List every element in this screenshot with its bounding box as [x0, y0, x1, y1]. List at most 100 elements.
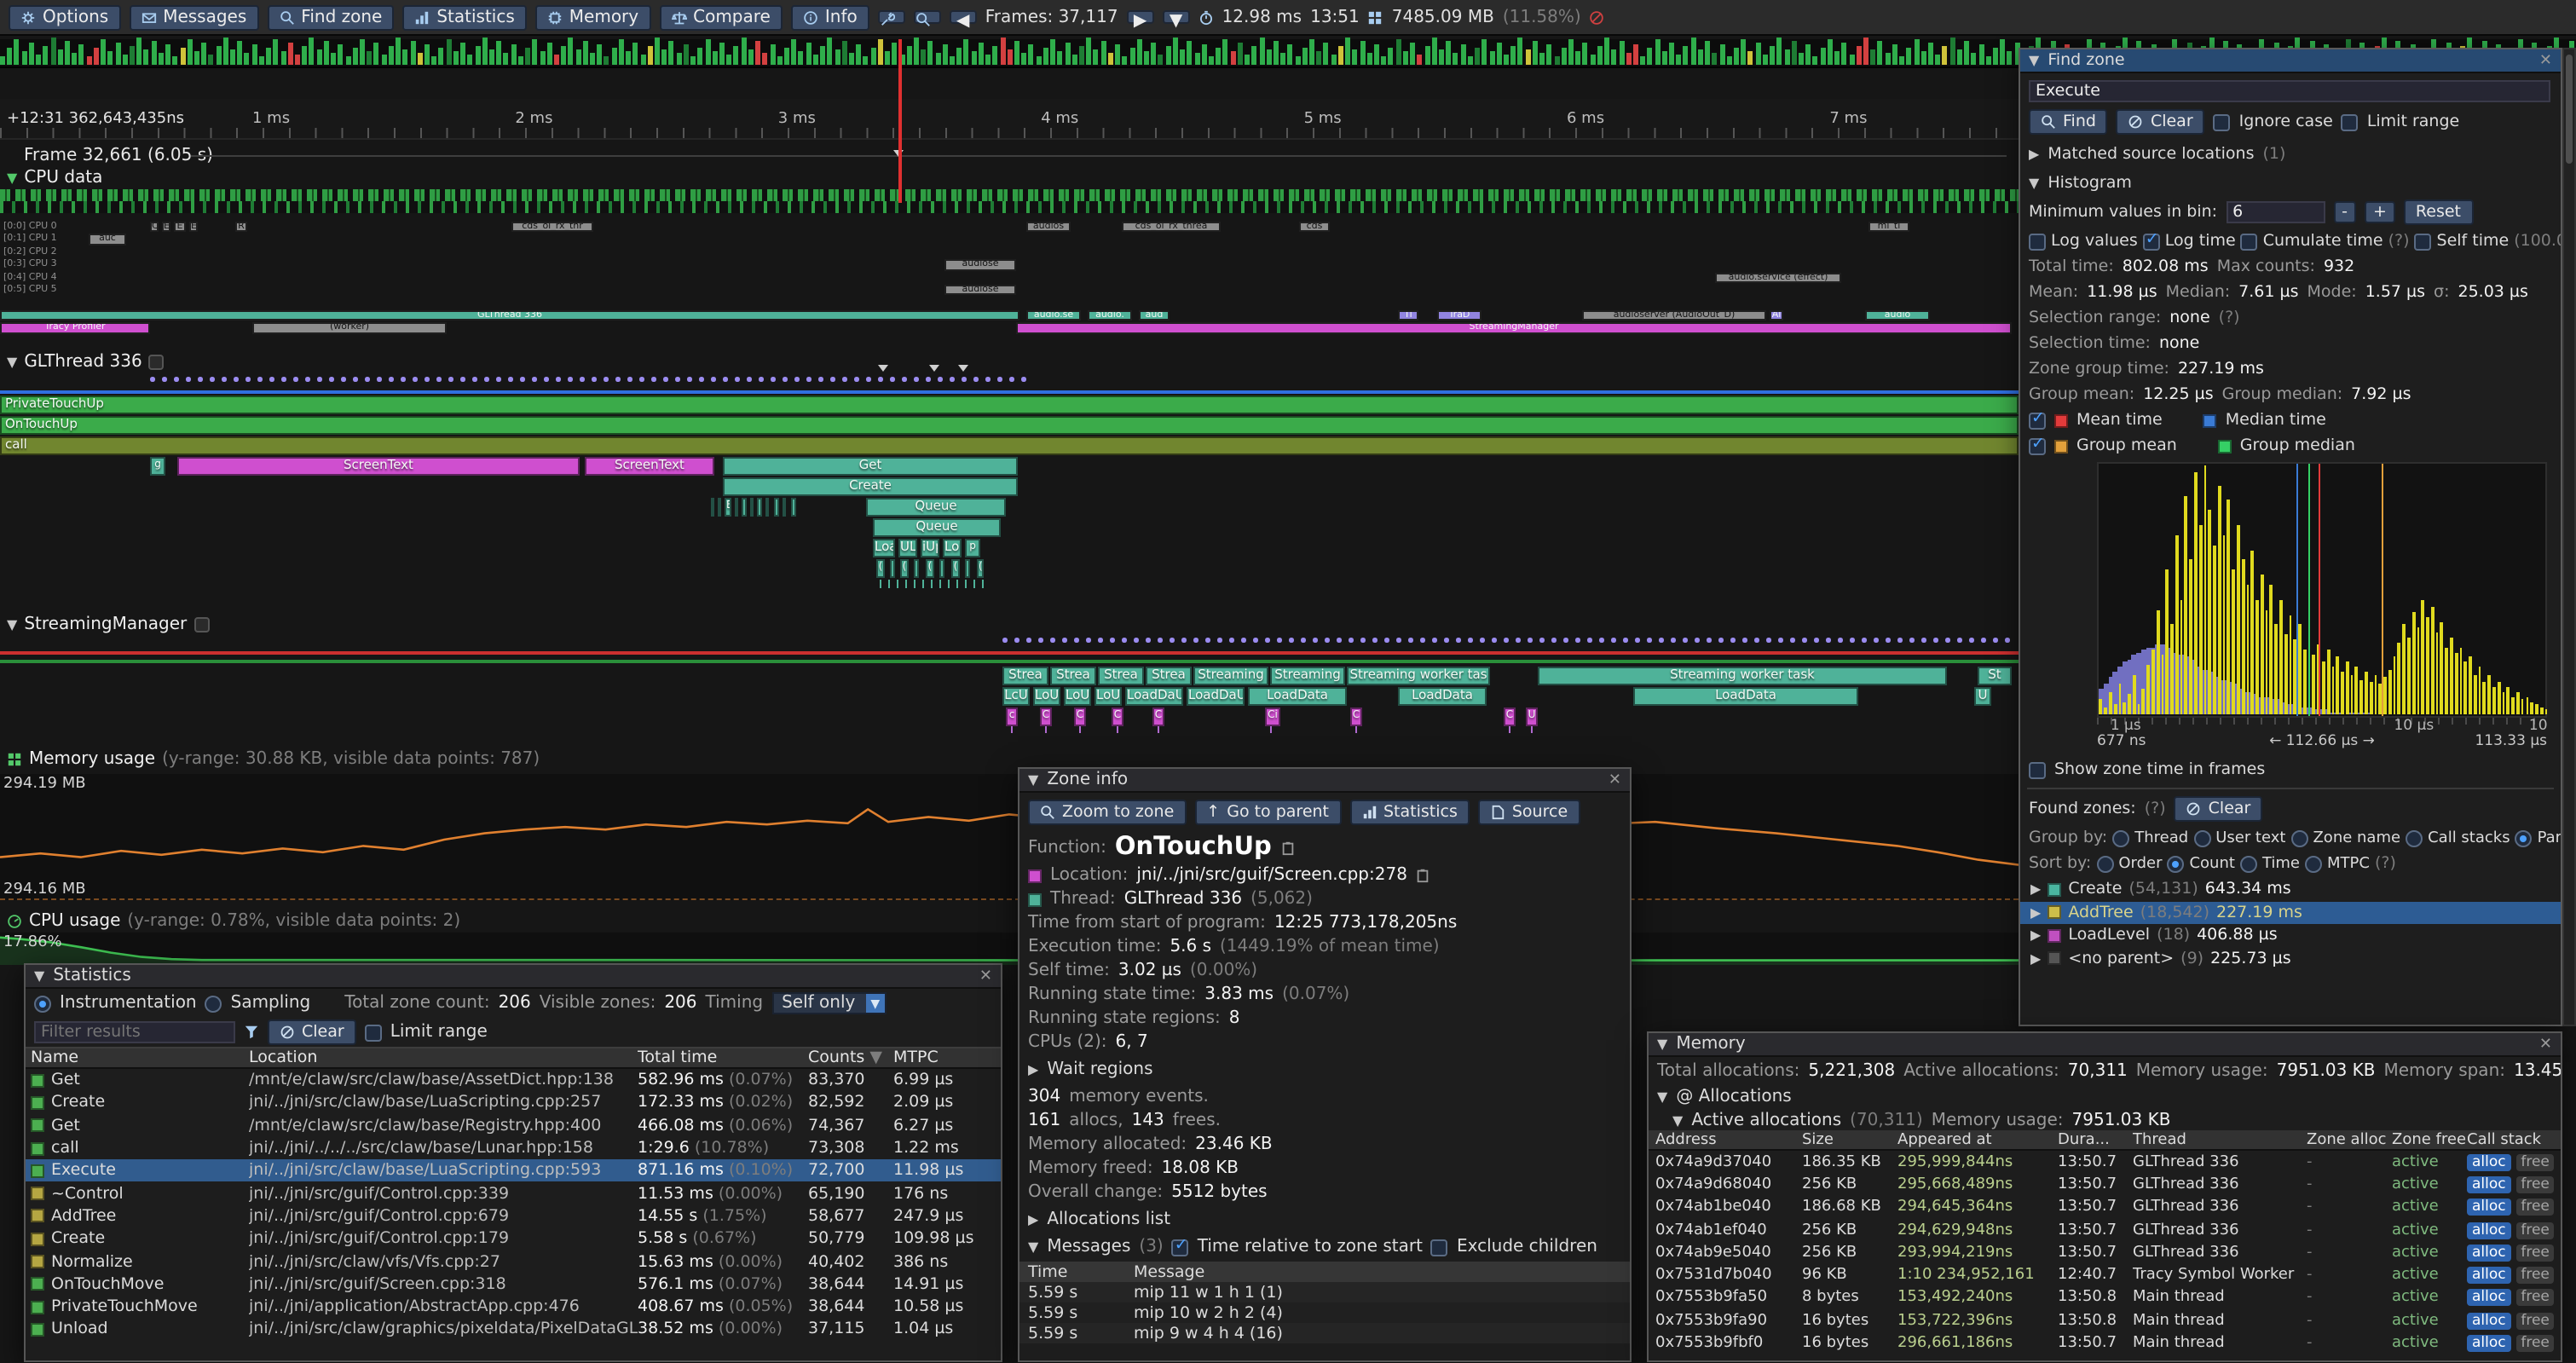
message-dot[interactable]	[1289, 638, 1294, 643]
frame-bar[interactable]	[978, 43, 984, 65]
message-dot[interactable]	[878, 377, 883, 382]
message-dot[interactable]	[329, 377, 334, 382]
message-dot[interactable]	[926, 377, 931, 382]
timeline-zone[interactable]	[774, 498, 779, 516]
frame-bar[interactable]	[1741, 39, 1747, 65]
message-dot[interactable]	[1897, 638, 1903, 643]
message-dot[interactable]	[1384, 638, 1389, 643]
frame-bar[interactable]	[1503, 55, 1509, 65]
frame-label[interactable]: Frame 32,661 (6.05 s)	[24, 147, 213, 165]
matched-locations-label[interactable]: Matched source locations	[2048, 145, 2255, 164]
timeline-zone[interactable]: p	[965, 539, 980, 557]
stats-table-row[interactable]: AddTree jni/../jni/src/guif/Control.cpp:6…	[26, 1205, 1001, 1228]
message-dot[interactable]	[1349, 638, 1354, 643]
frame-bar[interactable]	[1762, 55, 1768, 65]
alloc-thread[interactable]: Tracy Symbol Worker	[2133, 1267, 2295, 1285]
frame-bar[interactable]	[1000, 38, 1006, 65]
message-dot[interactable]	[1945, 638, 1950, 643]
frame-bar[interactable]	[1971, 53, 1977, 65]
frame-bar[interactable]	[798, 51, 804, 65]
cpu-zone[interactable]: audiose	[944, 259, 1016, 271]
histogram-bar[interactable]	[2454, 652, 2458, 714]
cpu-zone[interactable]: E	[162, 222, 170, 233]
group-by-option-zone-name[interactable]	[2290, 829, 2308, 846]
frame-bar[interactable]	[1539, 53, 1545, 65]
sampling-radio[interactable]	[205, 995, 222, 1012]
close-icon[interactable]: ✕	[2538, 52, 2552, 69]
timeline-zone[interactable]: LcU	[1002, 687, 1030, 705]
info-button[interactable]: Info	[790, 4, 869, 30]
cpu-zone[interactable]: cds_ol_rx_thr	[511, 222, 593, 233]
collapse-icon[interactable]: ▼	[34, 968, 45, 984]
memory-table-row[interactable]: 0x74a9d37040 186.35 KB 295,999,844ns 13:50.…	[1649, 1151, 2561, 1174]
frame-bar[interactable]	[1251, 46, 1257, 65]
frame-bar[interactable]	[1331, 55, 1337, 65]
col-counts[interactable]: Counts ▼	[808, 1048, 883, 1067]
frame-bar[interactable]	[208, 55, 214, 65]
histogram-bar[interactable]	[2341, 672, 2344, 714]
stats-table-row[interactable]: Execute jni/../jni/src/claw/base/LuaScrip…	[26, 1159, 1001, 1182]
chevron-down-icon[interactable]: ▼	[2029, 176, 2040, 191]
frame-bar[interactable]	[122, 55, 128, 65]
histogram-bar[interactable]	[2232, 569, 2235, 714]
timeline-zone[interactable]: g	[150, 457, 165, 475]
frame-bar[interactable]	[927, 41, 933, 65]
frame-bar[interactable]	[741, 38, 747, 65]
min-bin-decrease-button[interactable]: -	[2333, 201, 2356, 223]
message-dot[interactable]	[1480, 638, 1485, 643]
message-dot[interactable]	[1671, 638, 1676, 643]
histogram-bar[interactable]	[2345, 661, 2349, 714]
histogram-bar[interactable]	[2265, 609, 2268, 714]
frame-bar[interactable]	[1690, 38, 1696, 65]
histogram-bar[interactable]	[2359, 679, 2363, 714]
frame-bar[interactable]	[1453, 53, 1458, 65]
message-dot[interactable]	[269, 377, 274, 382]
frame-bar[interactable]	[1093, 49, 1099, 65]
frame-bar[interactable]	[136, 38, 142, 65]
frame-bar[interactable]	[1446, 41, 1452, 65]
message-dot[interactable]	[1981, 638, 1986, 643]
alloc-callstack-button[interactable]: alloc	[2467, 1153, 2511, 1171]
message-dot[interactable]	[341, 377, 346, 382]
message-dot[interactable]	[1021, 377, 1026, 382]
histogram-bar[interactable]	[2492, 686, 2496, 714]
frame-bar[interactable]	[1820, 48, 1826, 65]
message-dot[interactable]	[1014, 638, 1019, 643]
frame-bar[interactable]	[201, 43, 207, 65]
frame-bar[interactable]	[1510, 46, 1516, 65]
limit-range-checkbox[interactable]	[364, 1024, 382, 1041]
frame-bar[interactable]	[193, 51, 199, 65]
frame-bar[interactable]	[1122, 56, 1128, 65]
timeline-zone[interactable]: St	[1978, 667, 2012, 684]
timeline-zone[interactable]: Strea	[1098, 667, 1144, 684]
messages-button[interactable]: Messages	[129, 4, 259, 30]
collapse-icon[interactable]: ▼	[1657, 1037, 1668, 1052]
frame-bar[interactable]	[856, 44, 862, 65]
frame-bar[interactable]	[50, 38, 56, 65]
stats-table-header[interactable]: Name Location Total time Counts ▼ MTPC	[26, 1047, 1001, 1069]
timeline-zone[interactable]: U	[1974, 687, 1991, 705]
frame-bar[interactable]	[1568, 39, 1574, 65]
message-dot[interactable]	[281, 377, 286, 382]
compare-button[interactable]: Compare	[659, 4, 783, 30]
histogram-bar[interactable]	[2217, 485, 2221, 714]
message-dot[interactable]	[1002, 638, 1008, 643]
frame-bar[interactable]	[1863, 38, 1868, 65]
frame-bar[interactable]	[1115, 44, 1121, 65]
frame-bar[interactable]	[1489, 51, 1495, 65]
alloc-address[interactable]: 0x74ab9e5040	[1655, 1244, 1771, 1262]
stats-table-row[interactable]: Unload jni/../jni/src/claw/graphics/pixel…	[26, 1319, 1001, 1342]
timeline-zone[interactable]: LoadDaU	[1125, 687, 1183, 705]
histogram-bar[interactable]	[2539, 707, 2544, 714]
frame-bar[interactable]	[1799, 53, 1804, 65]
message-dot[interactable]	[1181, 638, 1187, 643]
frame-bar[interactable]	[1222, 39, 1228, 65]
glthread-header[interactable]: ▼ GLThread 336	[7, 353, 165, 372]
message-dot[interactable]	[1874, 638, 1879, 643]
frame-bar[interactable]	[1604, 38, 1610, 65]
frame-bar[interactable]	[1525, 49, 1531, 65]
timeline-zone[interactable]: LoU	[943, 539, 962, 557]
message-dot[interactable]	[771, 377, 776, 382]
frame-bar[interactable]	[1352, 49, 1358, 65]
histogram-bar[interactable]	[2407, 637, 2411, 714]
